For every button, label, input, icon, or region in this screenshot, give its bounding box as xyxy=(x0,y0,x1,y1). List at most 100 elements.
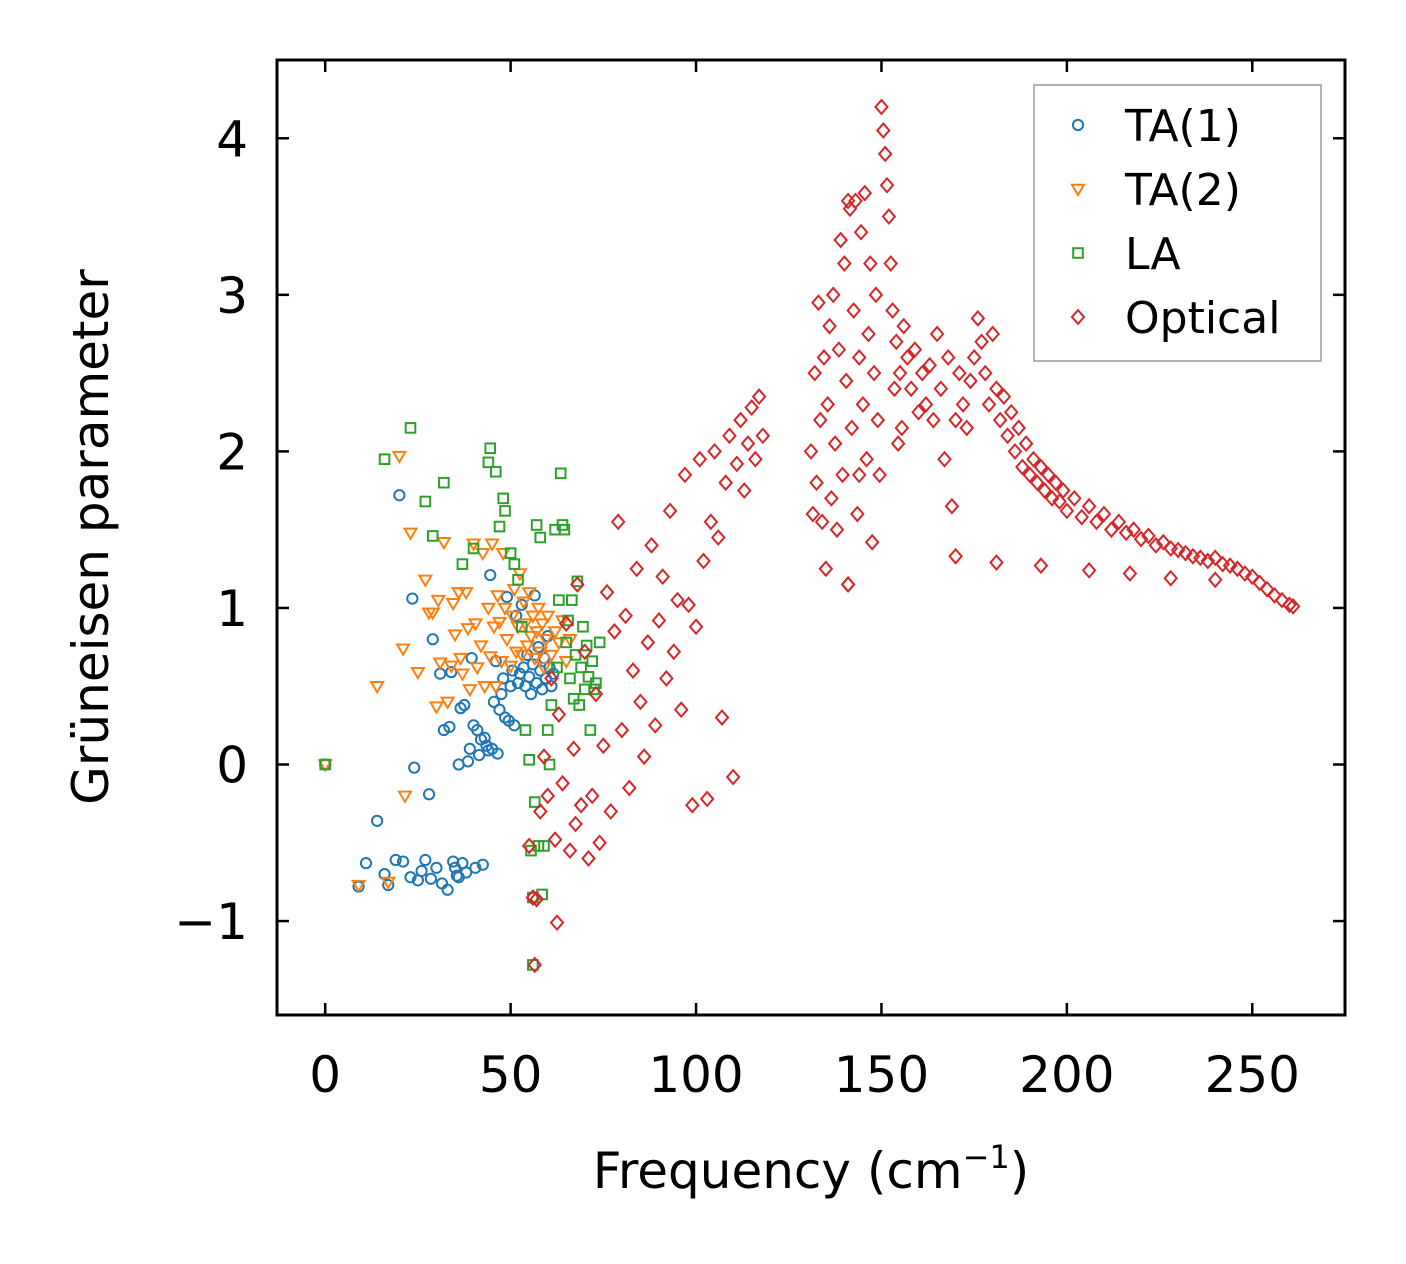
marker-optical-127 xyxy=(933,380,949,398)
marker-optical-104 xyxy=(872,466,887,484)
legend-label-0: TA(1) xyxy=(1124,101,1241,152)
tick-labels: 0 50 100 150 200 250 −1 0 1 2 3 4 xyxy=(174,110,1300,1104)
x-tick-label-5: 250 xyxy=(1205,1046,1300,1104)
marker-optical-156 xyxy=(1041,466,1056,484)
marker-optical-109 xyxy=(881,208,897,225)
marker-optical-169 xyxy=(1118,524,1134,542)
marker-optical-173 xyxy=(1148,536,1164,554)
marker-optical-45 xyxy=(677,466,693,484)
marker-optical-131 xyxy=(948,411,963,429)
x-axis-label-suffix: ) xyxy=(1010,1142,1030,1200)
marker-la-51 xyxy=(584,724,597,736)
marker-ta-2-69 xyxy=(562,634,578,648)
marker-optical-147 xyxy=(1007,442,1023,460)
x-axis-label: Frequency (cm−1) xyxy=(593,1138,1030,1200)
marker-ta-1-53 xyxy=(497,672,510,685)
marker-optical-137 xyxy=(970,309,986,327)
marker-optical-146 xyxy=(1003,403,1019,421)
marker-ta-2-1 xyxy=(350,879,367,894)
marker-optical-152 xyxy=(1026,450,1041,468)
marker-optical-92 xyxy=(850,505,865,523)
marker-ta-2-24 xyxy=(460,623,476,637)
marker-la-30 xyxy=(543,758,556,771)
y-tick-label-0: −1 xyxy=(174,893,248,951)
x-axis-label-main: Frequency (cm xyxy=(593,1142,963,1200)
marker-optical-66 xyxy=(755,427,771,445)
marker-optical-185 xyxy=(1237,565,1253,582)
legend-label-2: LA xyxy=(1125,229,1181,280)
marker-ta-2-29 xyxy=(473,640,489,654)
marker-la-52 xyxy=(586,655,599,667)
marker-ta-2-27 xyxy=(467,618,484,632)
marker-ta-2-60 xyxy=(534,618,550,632)
marker-ta-2-16 xyxy=(439,696,456,710)
marker-optical-107 xyxy=(877,145,893,163)
marker-optical-183 xyxy=(1222,557,1238,575)
marker-optical-159 xyxy=(1052,493,1067,510)
marker-optical-140 xyxy=(981,396,997,413)
marker-optical-196 xyxy=(1081,561,1097,579)
marker-ta-2-52 xyxy=(519,640,536,654)
marker-optical-44 xyxy=(673,701,689,719)
marker-la-18 xyxy=(519,724,532,736)
marker-la-7 xyxy=(467,542,480,555)
marker-la-9 xyxy=(484,442,497,455)
marker-optical-114 xyxy=(890,435,906,452)
marker-la-13 xyxy=(499,505,511,517)
x-tick-label-0: 0 xyxy=(309,1046,341,1104)
marker-optical-64 xyxy=(748,450,763,468)
marker-la-40 xyxy=(564,672,576,685)
marker-optical-68 xyxy=(805,505,821,523)
marker-optical-58 xyxy=(725,768,741,786)
marker-optical-51 xyxy=(699,790,715,808)
marker-ta-1-36 xyxy=(465,651,478,665)
marker-ta-2-37 xyxy=(489,590,506,604)
marker-optical-143 xyxy=(992,411,1008,429)
marker-optical-158 xyxy=(1048,474,1064,492)
marker-ta-2-4 xyxy=(391,450,408,465)
marker-ta-2-11 xyxy=(425,607,441,621)
marker-ta-1-10 xyxy=(406,592,419,605)
marker-optical-167 xyxy=(1104,521,1119,539)
marker-ta-1-8 xyxy=(396,855,410,868)
marker-optical-11 xyxy=(555,774,570,792)
marker-optical-56 xyxy=(718,474,734,492)
marker-optical-168 xyxy=(1111,513,1127,531)
marker-ta-1-40 xyxy=(473,749,486,762)
marker-optical-145 xyxy=(1000,427,1015,445)
marker-ta-1-4 xyxy=(378,867,391,881)
marker-ta-2-21 xyxy=(452,652,469,667)
marker-ta-1-32 xyxy=(458,698,471,712)
marker-optical-12 xyxy=(558,615,574,633)
marker-optical-190 xyxy=(1274,591,1290,609)
marker-optical-98 xyxy=(861,325,876,343)
marker-ta-2-23 xyxy=(458,587,474,601)
marker-la-47 xyxy=(577,620,589,633)
marker-optical-78 xyxy=(824,489,839,507)
marker-ta-2-59 xyxy=(532,646,549,660)
marker-ta-2-12 xyxy=(428,701,445,715)
marker-ta-2-31 xyxy=(476,681,493,695)
marker-la-19 xyxy=(523,754,535,766)
marker-optical-200 xyxy=(851,466,867,484)
marker-optical-201 xyxy=(840,576,856,593)
marker-optical-155 xyxy=(1037,482,1052,499)
marker-optical-95 xyxy=(855,396,871,413)
marker-la-41 xyxy=(566,594,578,606)
marker-optical-10 xyxy=(551,705,567,723)
marker-optical-9 xyxy=(549,914,565,932)
marker-optical-103 xyxy=(870,411,886,429)
marker-optical-112 xyxy=(887,380,902,398)
marker-optical-0 xyxy=(521,837,537,855)
marker-optical-133 xyxy=(955,396,971,413)
marker-ta-2-43 xyxy=(502,660,519,674)
marker-optical-117 xyxy=(896,317,912,335)
marker-optical-150 xyxy=(1018,435,1034,452)
marker-optical-31 xyxy=(625,662,641,679)
marker-optical-36 xyxy=(644,536,659,554)
legend-marker-3 xyxy=(1070,308,1086,326)
marker-optical-33 xyxy=(633,693,648,711)
y-tick-label-4: 3 xyxy=(216,267,248,325)
marker-ta-1-3 xyxy=(371,814,384,827)
marker-ta-1-9 xyxy=(404,871,417,884)
